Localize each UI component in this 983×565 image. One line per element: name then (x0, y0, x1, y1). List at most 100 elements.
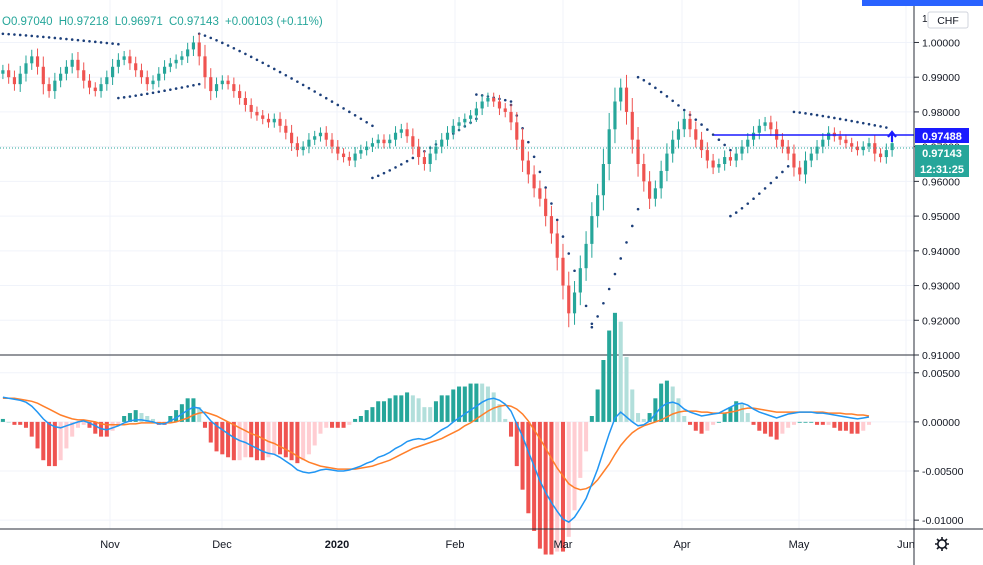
histogram-bar (127, 413, 132, 422)
histogram-bar (705, 421, 710, 431)
candle-body (509, 111, 513, 123)
candle-body (197, 42, 201, 57)
histogram-bar (791, 421, 796, 425)
candle-body (619, 87, 623, 102)
psar-dot (7, 32, 10, 36)
candle-body (139, 70, 144, 78)
histogram-bar (191, 398, 196, 422)
macd-axis[interactable]: 0.00500 0.00000 -0.00500 -0.01000 (914, 368, 964, 527)
histogram-bar (607, 330, 612, 422)
price-axis[interactable]: 1.000000.990000.980000.970000.960000.950… (914, 37, 960, 362)
histogram-bar (653, 398, 658, 422)
candle-body (151, 80, 155, 85)
up-arrow-icon[interactable] (887, 130, 897, 142)
histogram-bar (289, 421, 294, 461)
psar-dot (775, 176, 778, 179)
psar-dot (238, 49, 241, 53)
histogram-bar (208, 421, 213, 443)
psar-dot (613, 272, 617, 276)
time-tick-label: 2020 (325, 539, 349, 551)
psar-dot (740, 206, 744, 210)
histogram-bar (370, 407, 375, 422)
histogram-bar (560, 421, 566, 552)
psar-dot (665, 95, 669, 98)
psar-dot (763, 187, 767, 190)
histogram-bar (832, 421, 837, 428)
histogram-bar (387, 398, 392, 422)
psar-dot (873, 124, 877, 127)
histogram-bar (728, 407, 733, 422)
price-tick-label: 0.93000 (922, 281, 960, 293)
psar-dot (261, 61, 265, 65)
psar-dot (584, 304, 588, 308)
psar-dot (827, 115, 830, 119)
histogram-bar (739, 404, 745, 422)
psar-dot (151, 91, 155, 95)
psar-dot (272, 67, 276, 71)
histogram-bar (618, 321, 623, 422)
psar-dot (729, 214, 732, 218)
candle-body (330, 139, 334, 147)
candle-body (145, 77, 149, 85)
candle-body (24, 63, 28, 74)
signal-line (2, 397, 870, 491)
histogram-bar (601, 360, 606, 422)
macd-tick-label: -0.00500 (922, 466, 964, 478)
histogram-bar (520, 421, 525, 490)
psar-dot (122, 96, 126, 99)
histogram-bar (803, 421, 808, 423)
price-tick-label: 0.99000 (922, 72, 960, 84)
gear-icon[interactable] (935, 537, 949, 551)
psar-dot (255, 58, 259, 62)
time-tick-label: Dec (212, 539, 232, 551)
last-price-badge (915, 145, 969, 177)
psar-dot (636, 75, 640, 79)
alert-price-badge[interactable] (915, 128, 969, 143)
histogram-bar (422, 407, 427, 422)
candle-body (451, 125, 455, 133)
histogram-bar (64, 421, 69, 449)
candle-body (128, 56, 132, 64)
macd-pane[interactable] (0, 312, 872, 555)
psar-dot (400, 163, 403, 166)
time-axis[interactable]: Nov Dec 2020 Feb Mar Apr May Jun (100, 539, 915, 551)
histogram-bar (301, 421, 306, 461)
psar-dot (879, 125, 882, 128)
candle-body (630, 111, 634, 140)
psar-dot (13, 33, 16, 36)
histogram-bar (549, 421, 554, 555)
histogram-bar (462, 386, 467, 422)
psar-dot (70, 38, 74, 41)
psar-dot (128, 95, 132, 98)
candle-body (520, 139, 525, 161)
psar-dot (804, 112, 807, 115)
price-tick-label: 0.95000 (922, 211, 960, 223)
price-pane[interactable] (0, 32, 914, 329)
candle-body (584, 243, 588, 269)
candle-body (18, 73, 22, 85)
psar-dot (596, 315, 599, 318)
candle-body (105, 77, 109, 85)
histogram-bar (122, 416, 127, 422)
candle-body (590, 216, 594, 244)
candle-body (717, 164, 721, 168)
histogram-bar (676, 398, 681, 422)
psar-dot (405, 159, 409, 163)
histogram-bar (70, 421, 75, 437)
histogram-bar (624, 357, 629, 422)
candle-body (307, 139, 311, 147)
candle-body (694, 129, 698, 140)
psar-dot (677, 104, 680, 107)
currency-badge[interactable] (927, 11, 969, 29)
candle-body (284, 125, 288, 133)
candle-body (474, 108, 478, 116)
psar-dot (630, 224, 634, 228)
psar-dot (278, 70, 282, 74)
histogram-bar (428, 407, 433, 422)
candle-body (555, 233, 559, 258)
histogram-bar (716, 421, 721, 423)
psar-dot (226, 44, 230, 47)
psar-dot (169, 88, 172, 91)
candle-body (93, 87, 97, 92)
